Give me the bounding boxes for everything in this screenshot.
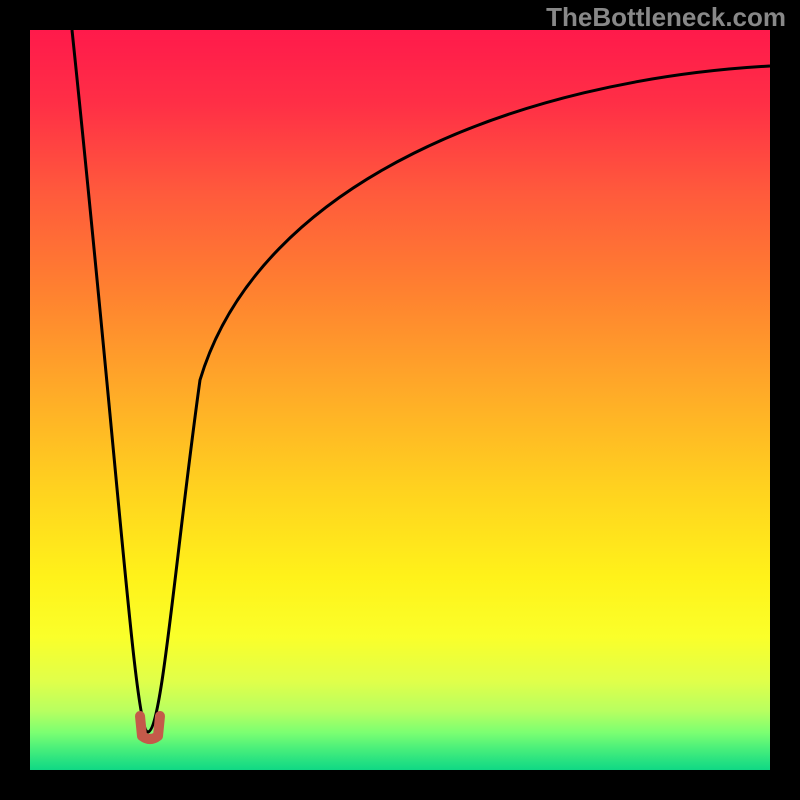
chart-background <box>30 30 770 770</box>
bottleneck-chart <box>0 0 800 800</box>
chart-container: TheBottleneck.com <box>0 0 800 800</box>
watermark-text: TheBottleneck.com <box>546 2 786 33</box>
